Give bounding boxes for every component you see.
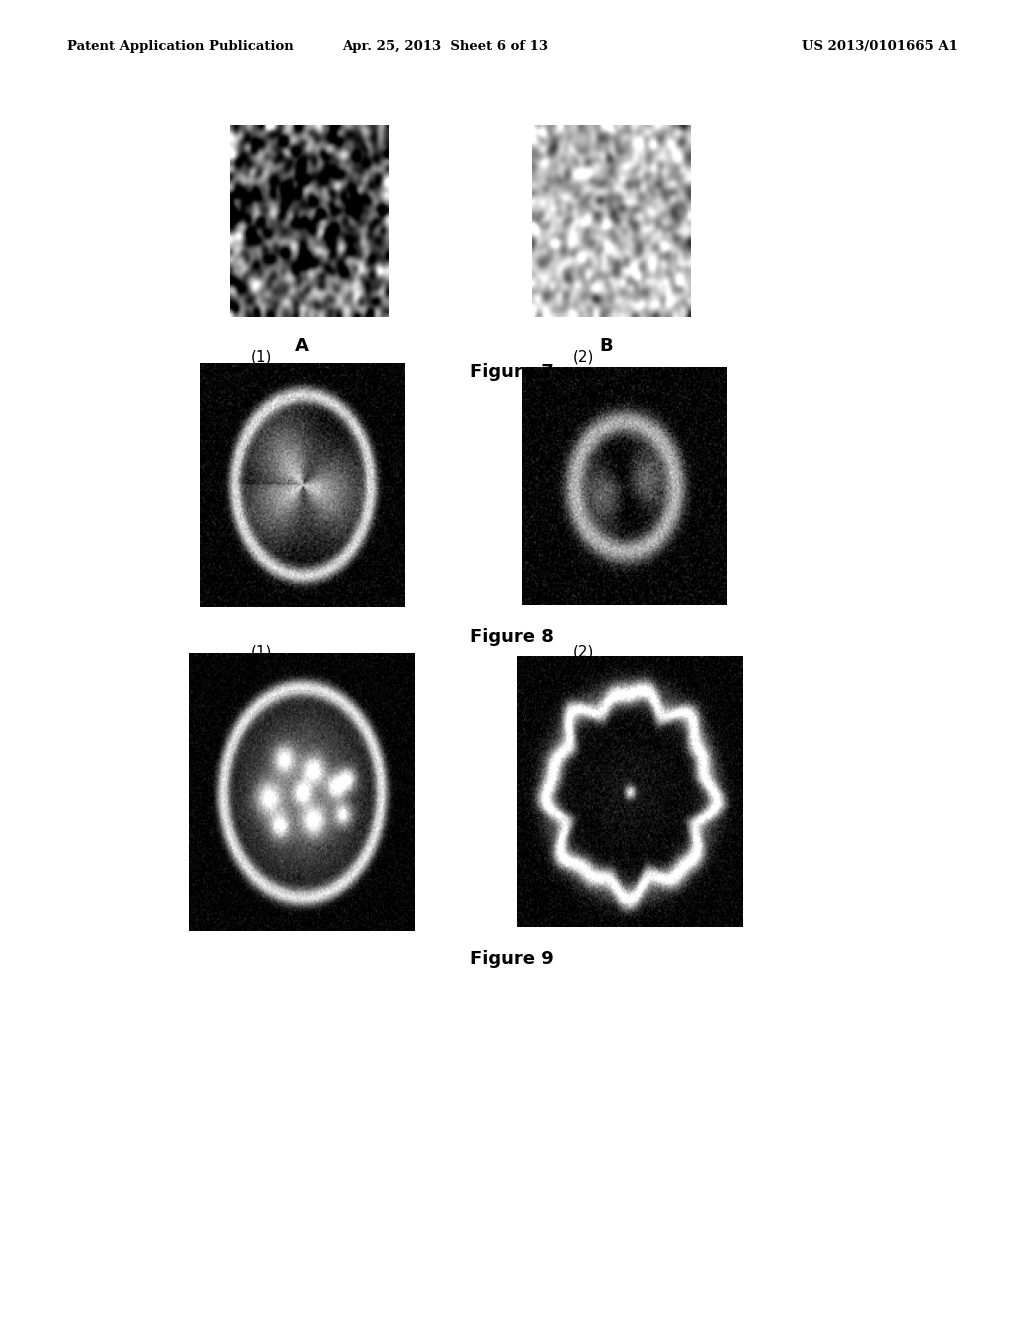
Text: Figure 8: Figure 8	[470, 628, 554, 647]
Text: US 2013/0101665 A1: US 2013/0101665 A1	[802, 40, 957, 53]
Text: (1): (1)	[251, 644, 271, 659]
Text: (2): (2)	[573, 644, 594, 659]
Text: Figure 9: Figure 9	[470, 950, 554, 969]
Text: Figure 7: Figure 7	[470, 363, 554, 381]
Text: Apr. 25, 2013  Sheet 6 of 13: Apr. 25, 2013 Sheet 6 of 13	[342, 40, 549, 53]
Text: (1): (1)	[251, 350, 271, 364]
Text: Patent Application Publication: Patent Application Publication	[67, 40, 293, 53]
Text: A: A	[295, 337, 309, 355]
Text: B: B	[599, 337, 613, 355]
Text: (2): (2)	[573, 350, 594, 364]
